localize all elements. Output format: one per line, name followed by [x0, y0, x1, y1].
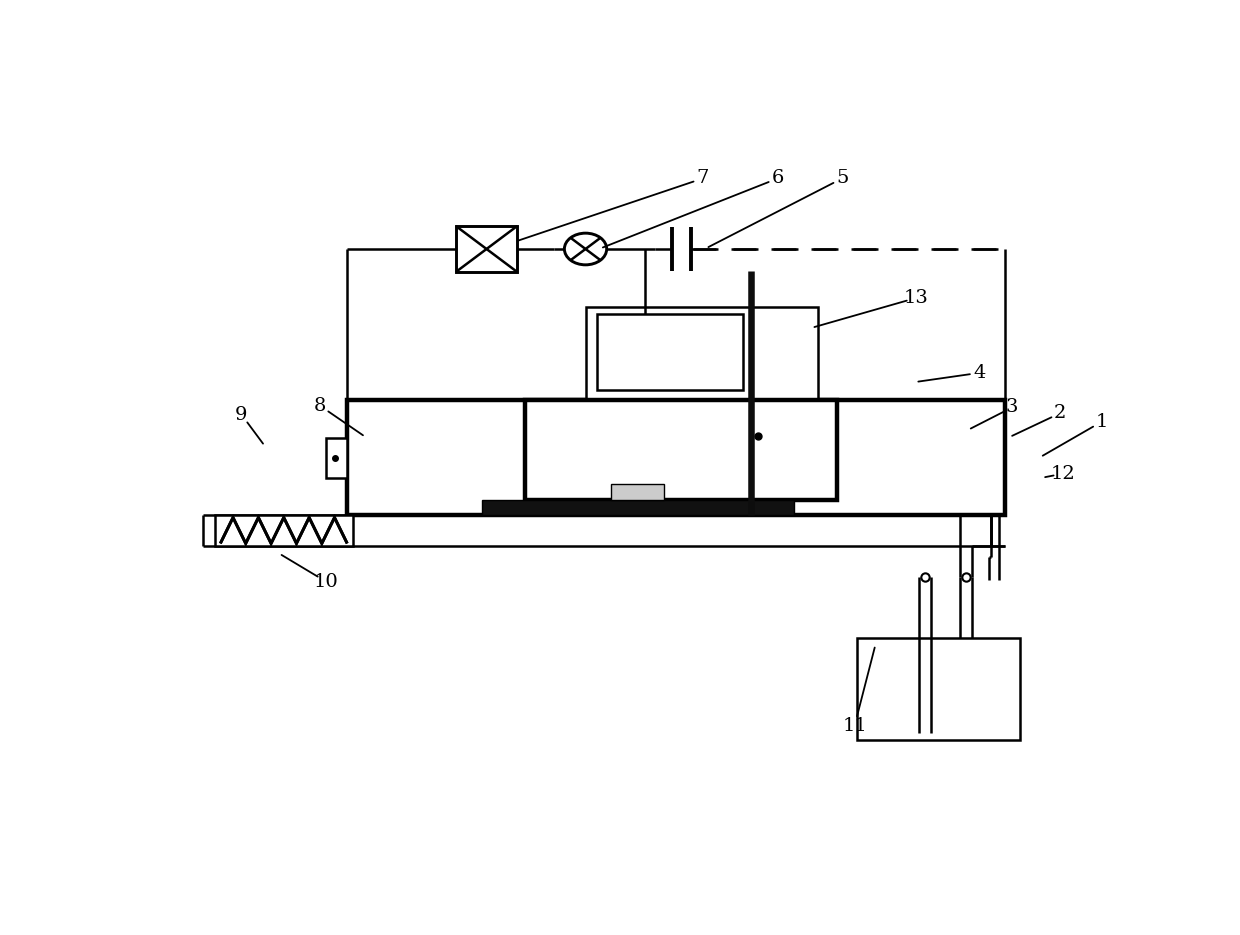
Bar: [456, 226, 517, 272]
Text: 2: 2: [1054, 404, 1066, 422]
Bar: [525, 400, 837, 499]
Bar: [857, 638, 1019, 740]
Text: 5: 5: [836, 169, 848, 187]
Text: 1: 1: [1095, 412, 1107, 431]
Text: 10: 10: [314, 572, 339, 591]
Text: 7: 7: [697, 169, 709, 187]
Bar: [215, 515, 353, 546]
Text: 13: 13: [904, 289, 929, 307]
Bar: [585, 307, 818, 400]
Bar: [326, 438, 347, 478]
Bar: [481, 499, 794, 515]
Text: 12: 12: [1050, 465, 1075, 482]
Text: 4: 4: [973, 364, 986, 381]
Bar: [596, 314, 743, 390]
Text: 6: 6: [771, 169, 784, 187]
Text: 8: 8: [314, 397, 326, 415]
Text: 3: 3: [1006, 398, 1018, 416]
Bar: [611, 483, 665, 499]
Text: 9: 9: [236, 406, 248, 424]
Text: 11: 11: [842, 716, 867, 735]
Bar: [347, 400, 1006, 515]
